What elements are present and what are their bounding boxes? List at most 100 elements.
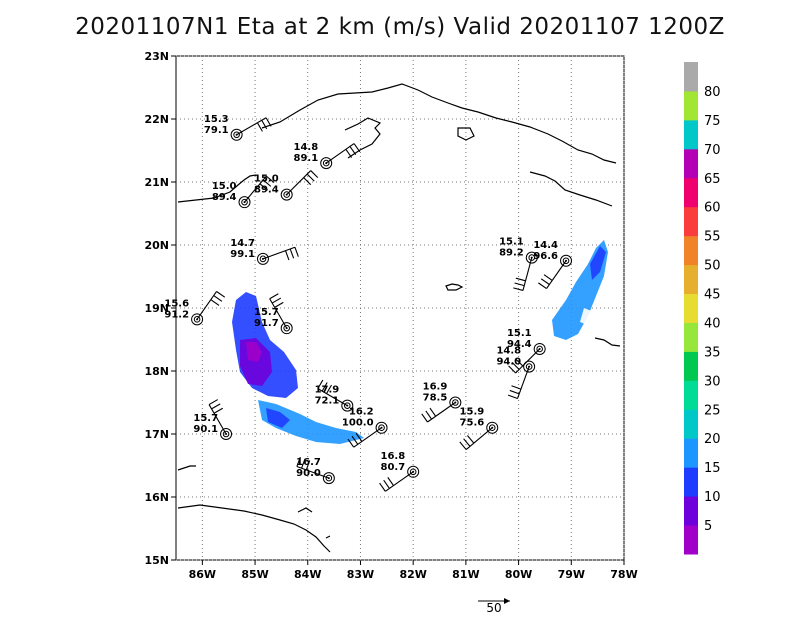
- colorbar-label: 80: [704, 85, 721, 100]
- station-ring: [533, 342, 546, 355]
- wind-barb-staff: [465, 427, 493, 450]
- wind-barb-feather: [271, 297, 282, 304]
- station-12: 15.975.6: [459, 407, 499, 450]
- wind-barb-feather: [347, 438, 355, 448]
- station-ring: [560, 254, 573, 267]
- station-ring: [256, 252, 269, 265]
- station-value-top: 16.8: [380, 451, 405, 462]
- wind-barb-feather: [429, 407, 437, 417]
- station-2: 15.089.4: [254, 170, 319, 201]
- wind-barb-feather: [379, 482, 386, 492]
- colorbar-label: 75: [704, 114, 721, 129]
- station-ring: [375, 421, 388, 434]
- tick-label-lon: 79W: [558, 568, 585, 581]
- station-plots: 15.379.114.889.115.089.415.089.414.799.1…: [164, 114, 573, 492]
- station-value-bottom: 91.2: [164, 309, 189, 320]
- coastline-yucatan: [177, 174, 257, 203]
- colorbar-swatch: [684, 62, 698, 92]
- wind-barb-feather: [289, 248, 295, 259]
- wind-region-4: [266, 408, 290, 428]
- wind-barb-staff: [353, 427, 382, 448]
- colorbar-swatch: [684, 409, 698, 439]
- wind-barb-feather: [269, 293, 279, 300]
- wind-barb-feather: [425, 410, 433, 420]
- station-ring: [322, 472, 335, 485]
- wind-barb-feather: [511, 361, 520, 370]
- colorbar-swatch: [684, 293, 698, 323]
- wind-barb-feather: [266, 175, 275, 183]
- station-value-bottom: 79.1: [204, 125, 229, 136]
- wind-barb-feather: [305, 460, 311, 471]
- colorbar-label: 50: [704, 259, 721, 274]
- wind-region-6: [590, 246, 606, 280]
- wind-region-3: [258, 400, 364, 444]
- station-value-top: 14.8: [496, 346, 521, 357]
- station-value-top: 15.7: [254, 307, 279, 318]
- station-value-top: 14.4: [533, 240, 558, 251]
- station-ring-inner: [283, 191, 290, 198]
- wind-barb-staff: [317, 388, 348, 407]
- wind-barb-feather: [507, 394, 518, 400]
- wind-barb-staff: [296, 465, 330, 479]
- wind-barb-feather: [326, 384, 332, 394]
- station-ring-inner: [562, 257, 570, 265]
- wind-barb-feather: [543, 274, 553, 281]
- wind-barb-feather: [387, 477, 394, 486]
- station-value-bottom: 89.1: [294, 153, 319, 164]
- coastline-honduras: [177, 465, 331, 553]
- station-ring-inner: [488, 424, 496, 432]
- wind-barb-feather: [511, 385, 522, 390]
- station-4: 14.799.1: [230, 238, 299, 265]
- colorbar-swatch: [684, 235, 698, 266]
- wind-barb-staff: [546, 260, 567, 289]
- wind-speed-field: [232, 240, 608, 444]
- colorbar-label: 15: [704, 461, 721, 476]
- wind-barb-staff: [427, 402, 456, 423]
- chart-title: 20201107N1 Eta at 2 km (m/s) Valid 20201…: [75, 14, 725, 40]
- wind-barb-feather: [210, 299, 220, 306]
- tick-label-lon: 84W: [294, 568, 321, 581]
- wind-barb-feather: [285, 250, 290, 261]
- colorbar-swatch: [684, 525, 698, 555]
- colorbar-label: 10: [704, 490, 721, 505]
- colorbar-label: 25: [704, 403, 721, 418]
- colorbar-swatch: [684, 90, 698, 121]
- station-value-bottom: 94.0: [496, 357, 521, 368]
- wind-barb-feather: [508, 365, 517, 374]
- station-ring: [341, 399, 354, 412]
- tick-label-lat: 23N: [144, 50, 169, 63]
- colorbar-label: 60: [704, 201, 721, 216]
- wind-barb-feather: [538, 282, 547, 290]
- wind-barb-feather: [310, 170, 319, 179]
- tick-label-lat: 19N: [144, 302, 169, 315]
- wind-barb-feather: [345, 149, 353, 158]
- station-value-bottom: 94.4: [507, 339, 532, 350]
- station-value-top: 16.7: [296, 457, 321, 468]
- wind-region-2: [246, 342, 262, 362]
- wind-barb-feather: [353, 143, 361, 153]
- station-value-top: 15.6: [164, 298, 189, 309]
- tick-label-lat: 20N: [144, 239, 169, 252]
- wind-barb-feather: [265, 117, 272, 127]
- station-ring: [320, 157, 333, 170]
- colorbar-label: 40: [704, 316, 721, 331]
- station-value-bottom: 90.1: [193, 424, 218, 435]
- station-ring: [238, 196, 251, 209]
- wind-barb-feather: [355, 432, 363, 442]
- coastline-bay-islands: [297, 507, 331, 539]
- station-value-bottom: 91.7: [254, 318, 279, 329]
- station-ring-inner: [325, 474, 333, 482]
- tick-label-lat: 15N: [144, 554, 169, 567]
- colorbar-swatch: [684, 148, 698, 179]
- station-value-bottom: 80.7: [380, 462, 405, 473]
- station-10: 16.790.0: [296, 456, 335, 485]
- colorbar-swatch: [684, 496, 698, 526]
- station-value-top: 16.9: [423, 382, 448, 393]
- wind-barb-feather: [306, 173, 315, 182]
- station-6: 15.791.7: [254, 293, 293, 335]
- station-ring-inner: [452, 399, 459, 406]
- station-ring-inner: [322, 159, 330, 167]
- tick-label-lon: 81W: [452, 568, 479, 581]
- colorbar-swatch: [684, 177, 698, 208]
- station-ring: [191, 313, 204, 326]
